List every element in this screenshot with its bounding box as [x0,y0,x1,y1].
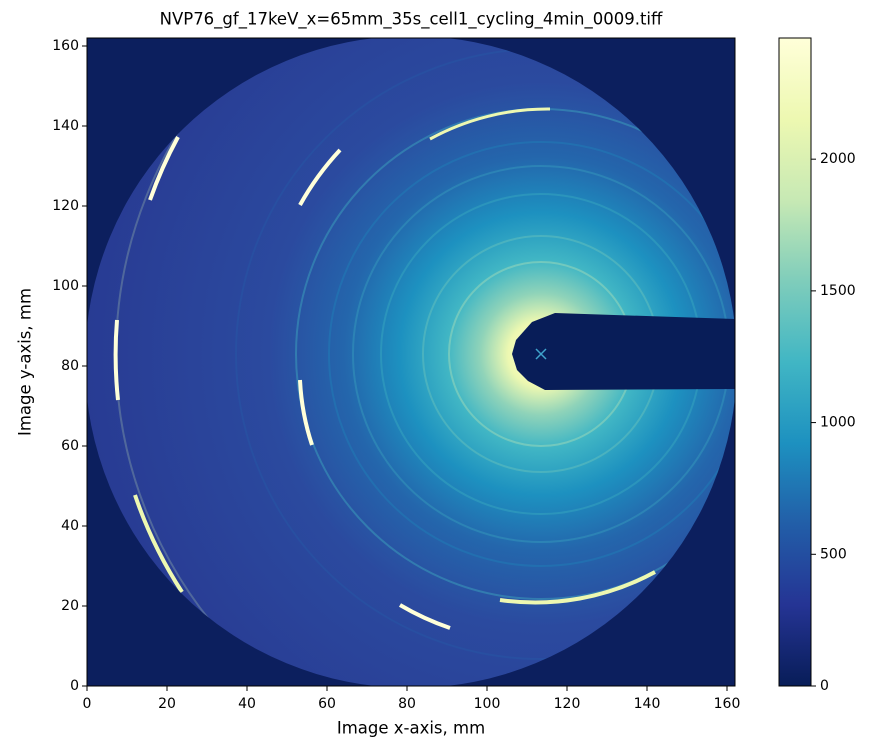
x-tick-label: 140 [634,696,661,712]
x-axis-label: Image x-axis, mm [337,719,485,738]
image [87,38,735,686]
y-tick-label: 100 [52,278,79,294]
y-axis-label: Image y-axis, mm [16,288,35,436]
detector-area [87,38,735,686]
y-tick-label: 140 [52,118,79,134]
x-tick-label: 40 [238,696,256,712]
colorbar-tick-label: 1000 [820,415,856,431]
x-tick-label: 160 [714,696,741,712]
y-tick-label: 120 [52,198,79,214]
beam-center-marker [535,348,547,360]
colorbar-tick-label: 2000 [820,151,856,167]
x-tick-label: 60 [318,696,336,712]
beamstop [512,313,735,390]
colorbar-tick-label: 1500 [820,283,856,299]
colorbar-tick-label: 0 [820,678,829,694]
x-tick-label: 80 [398,696,416,712]
y-tick-label: 60 [61,438,79,454]
colorbar [778,37,812,687]
x-tick-label: 20 [158,696,176,712]
y-tick-label: 160 [52,38,79,54]
x-tick-label: 100 [474,696,501,712]
y-tick-label: 80 [61,358,79,374]
colorbar-tick-label: 500 [820,546,847,562]
y-tick-label: 20 [61,598,79,614]
y-tick-label: 0 [70,678,79,694]
chart-title: NVP76_gf_17keV_x=65mm_35s_cell1_cycling_… [160,10,663,30]
plot-frame [86,37,736,687]
x-tick-label: 0 [83,696,92,712]
x-tick-label: 120 [554,696,581,712]
y-tick-label: 40 [61,518,79,534]
